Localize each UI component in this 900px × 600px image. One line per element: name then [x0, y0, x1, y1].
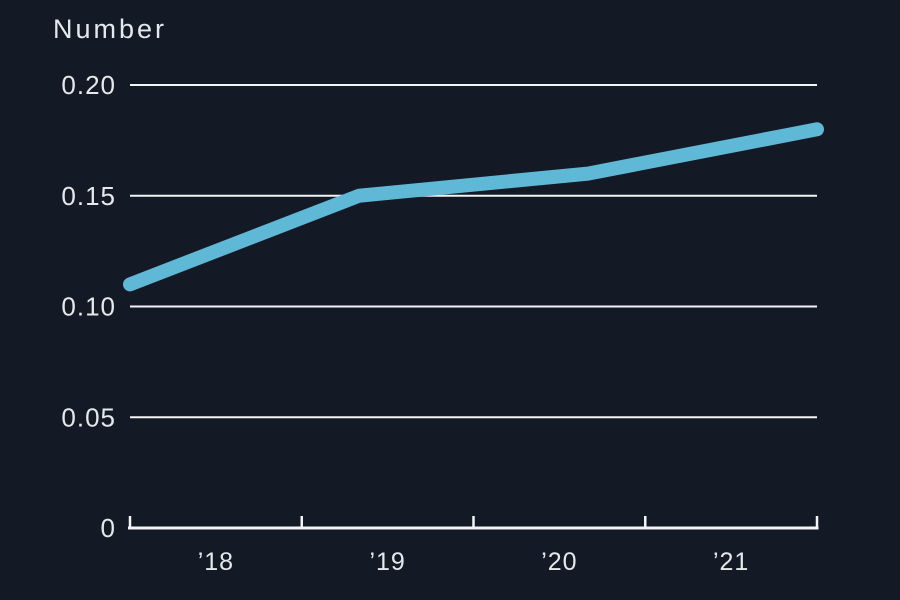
data-line [123, 122, 824, 292]
x-axis-tick-label: ’20 [541, 548, 577, 576]
y-axis-tick-label: 0.05 [61, 402, 116, 432]
y-axis-tick-label: 0 [101, 513, 116, 543]
y-axis-tick-label: 0.20 [61, 70, 116, 100]
x-axis-tick-label: ’21 [713, 548, 749, 576]
x-axis-tick-label: ’18 [198, 548, 234, 576]
y-axis-tick-label: 0.10 [61, 292, 116, 322]
chart-title: Number [53, 14, 168, 44]
y-axis-tick-label: 0.15 [61, 181, 116, 211]
x-axis-tick-label: ’19 [369, 548, 405, 576]
